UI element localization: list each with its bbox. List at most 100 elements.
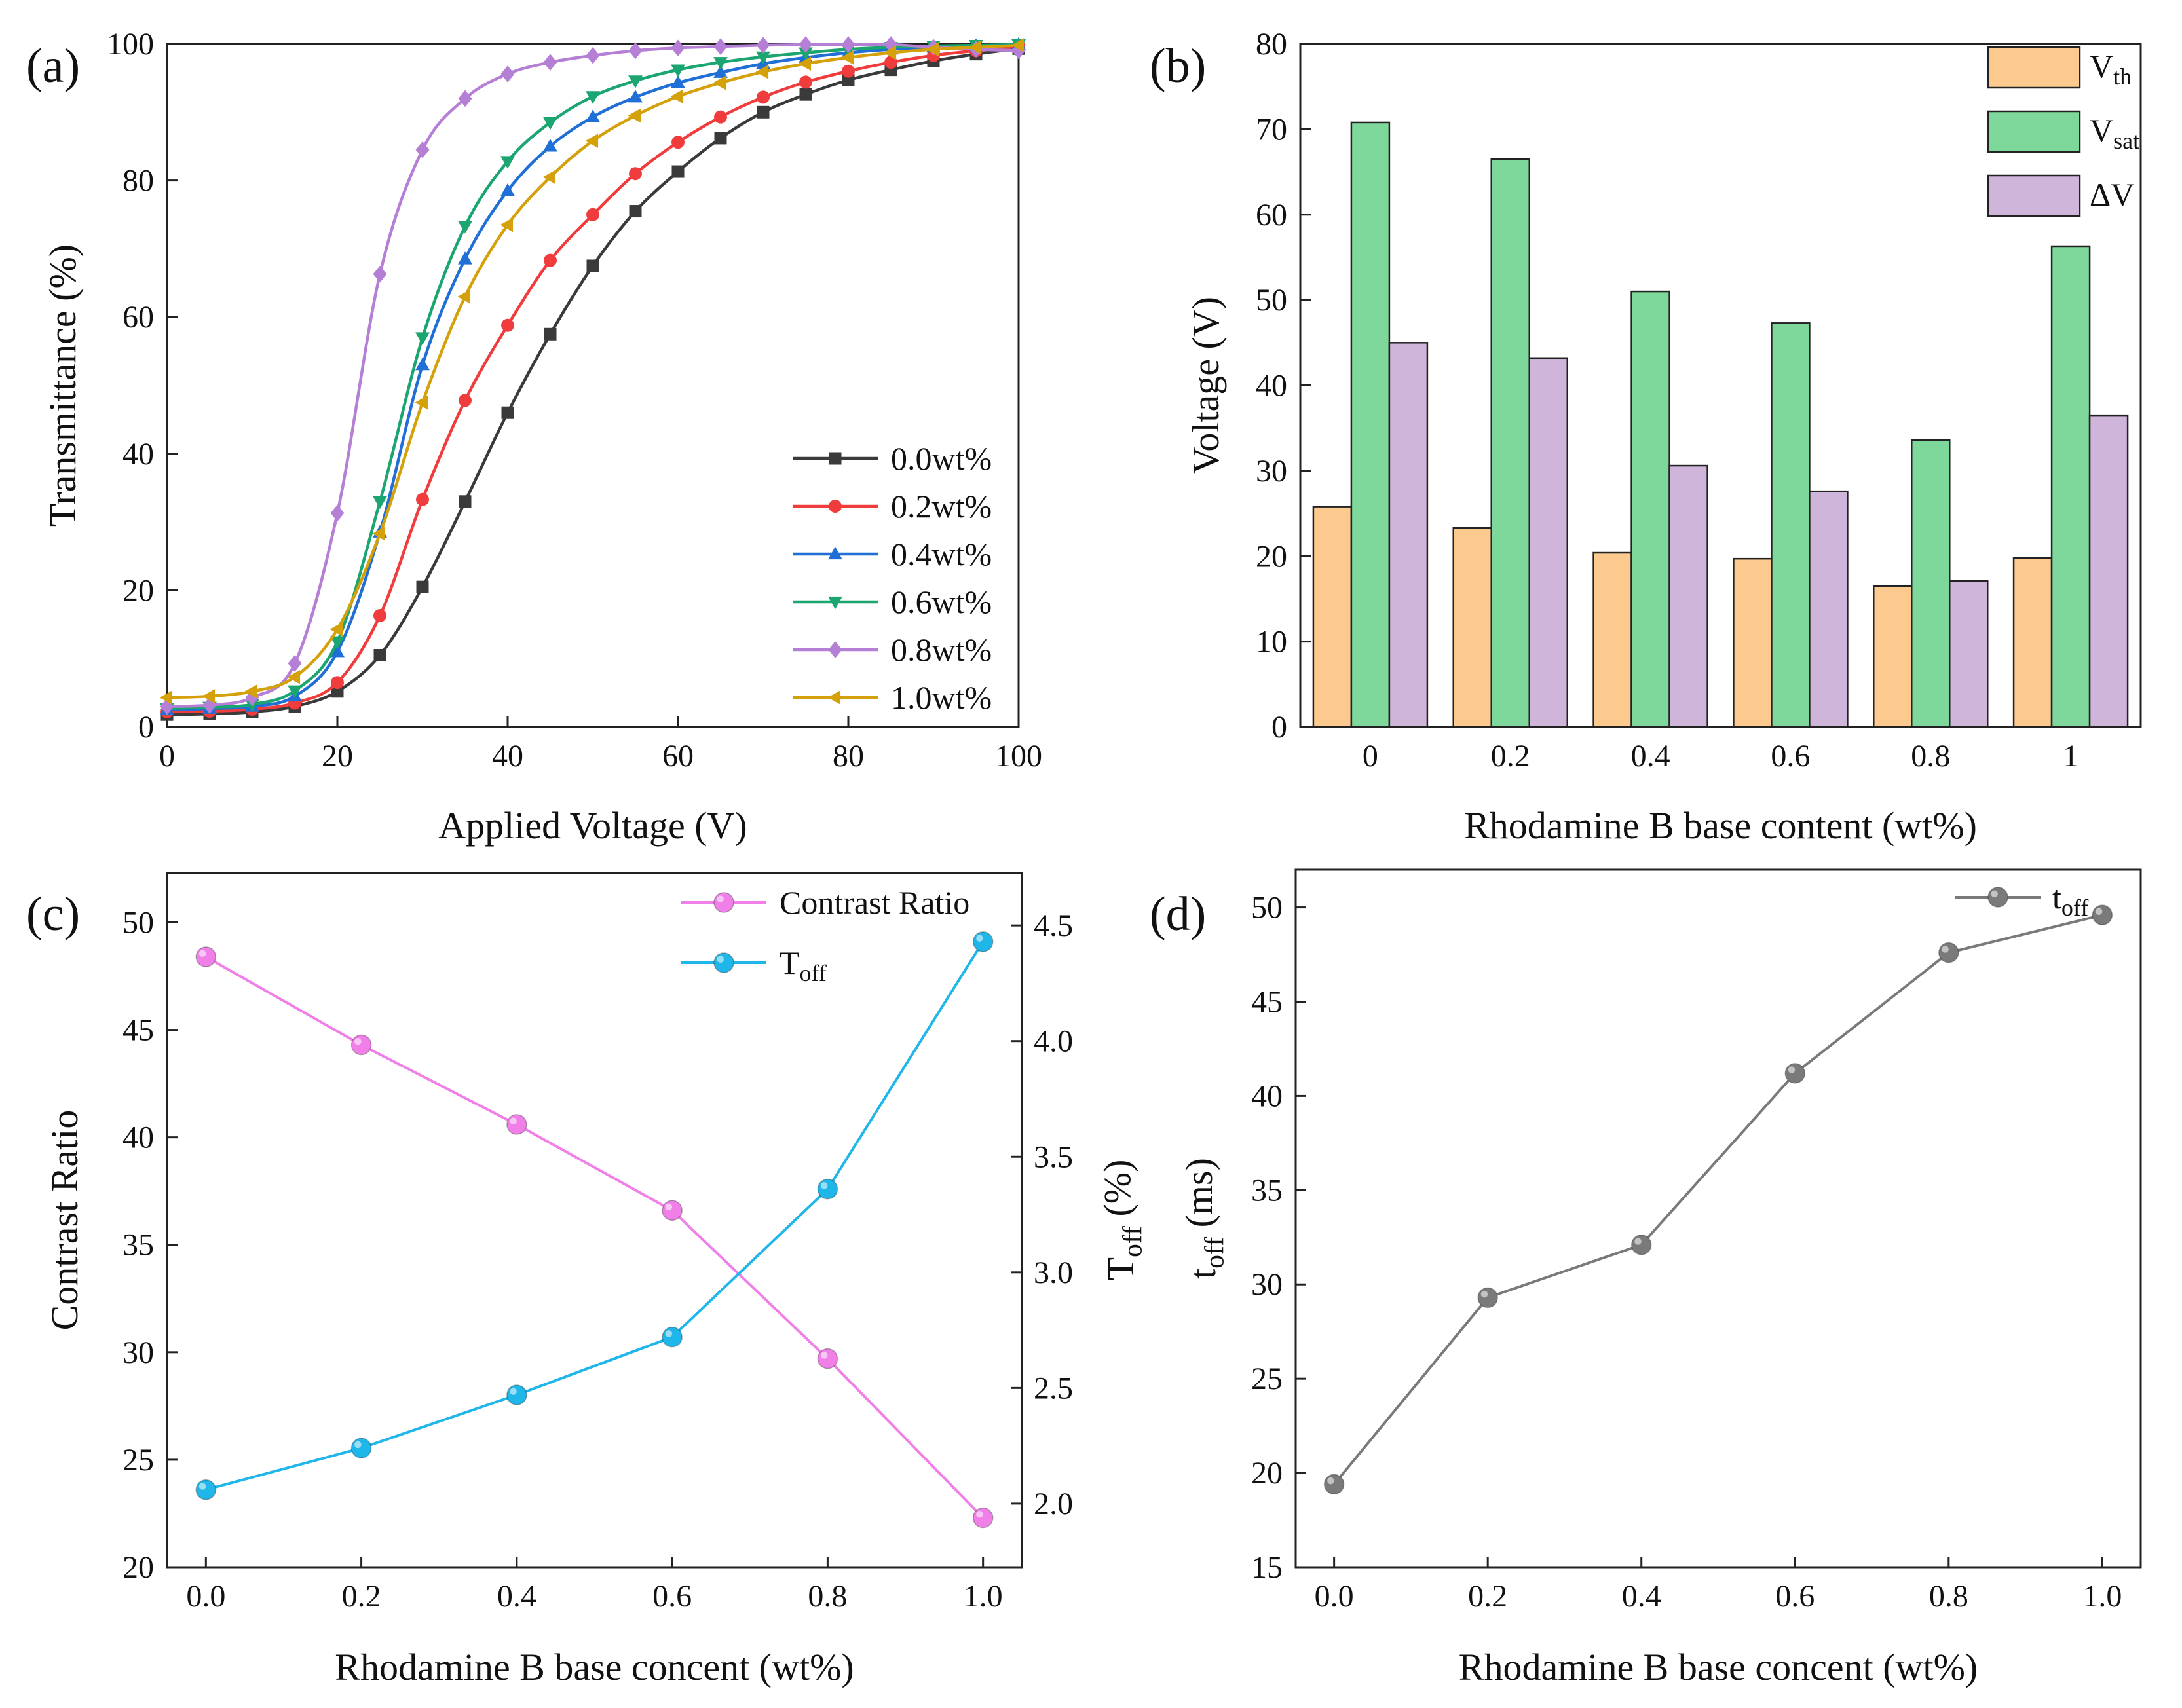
data-point (799, 36, 813, 53)
data-point (926, 42, 939, 57)
data-point (671, 64, 685, 78)
x-tick-label: 1 (2063, 739, 2079, 773)
panel-d-chart: 0.0 0.2 0.4 0.6 0.8 1.0 15 20 25 30 35 40 45 50 Rhodam… (1150, 868, 2142, 1688)
data-point-highlight (1327, 1477, 1334, 1485)
data-point (544, 327, 557, 341)
data-point-highlight (354, 1441, 362, 1449)
y2-tick-label: 3.0 (1034, 1255, 1073, 1290)
y-tick-label: 45 (1251, 984, 1283, 1019)
data-point (202, 689, 216, 703)
plot-frame (166, 872, 1023, 1569)
legend-label: ΔV (2090, 176, 2134, 213)
legend-marker (829, 500, 842, 513)
x-axis-title: Rhodamine B base concent (wt%) (335, 1646, 854, 1688)
y-tick-label: 70 (1256, 112, 1287, 147)
data-point (671, 165, 685, 178)
y2-tick-label: 2.5 (1034, 1371, 1073, 1405)
data-point (458, 221, 472, 234)
data-point (883, 45, 897, 60)
y-tick-label: 80 (1256, 27, 1287, 62)
data-point-highlight (1942, 946, 1949, 953)
data-point (1323, 1474, 1345, 1495)
legend-label: Toff (780, 944, 827, 986)
data-point (416, 580, 429, 593)
legend-marker (829, 452, 842, 465)
data-point (542, 170, 556, 185)
data-point (2092, 904, 2113, 925)
y2-tick-label: 2.0 (1034, 1487, 1073, 1521)
legend-marker (828, 596, 842, 610)
x-tick-label: 0.2 (342, 1579, 381, 1614)
data-point (628, 75, 643, 88)
panel-label: (a) (26, 39, 80, 93)
data-point (628, 42, 643, 60)
data-point (415, 332, 430, 345)
y-tick-label: 20 (1251, 1456, 1283, 1491)
y-tick-label: 10 (1256, 625, 1287, 659)
data-point (842, 64, 855, 78)
data-point (350, 1438, 372, 1458)
y-tick-label: 80 (122, 164, 154, 198)
bar (1911, 439, 1951, 728)
data-point (500, 156, 515, 169)
data-point-highlight (198, 950, 206, 957)
data-point (756, 37, 770, 54)
data-point (755, 64, 769, 79)
legend-marker (828, 641, 842, 658)
x-tick-label: 0.4 (1631, 739, 1670, 773)
y-tick-label: 0 (138, 710, 154, 745)
data-point (350, 1034, 372, 1056)
legend-swatch (1987, 46, 2081, 89)
data-point (972, 1507, 994, 1529)
data-point (506, 1384, 527, 1405)
x-tick-label: 1.0 (964, 1579, 1003, 1614)
y-tick-label: 20 (122, 1550, 154, 1585)
data-point (415, 141, 430, 158)
data-point (288, 655, 302, 672)
data-point-highlight (510, 1388, 517, 1395)
bar (1949, 580, 1989, 728)
data-point (330, 644, 345, 658)
legend-label: 0.6wt% (891, 584, 992, 620)
data-point (415, 395, 428, 410)
y-tick-label: 50 (122, 905, 154, 940)
bar (1452, 527, 1492, 728)
data-point (1630, 1235, 1652, 1255)
data-point (373, 609, 386, 622)
data-point (331, 685, 344, 698)
data-point (586, 259, 599, 272)
data-point (586, 109, 600, 122)
data-point (459, 495, 472, 508)
x-tick-label: 80 (833, 739, 864, 773)
x-axis-title: Rhodamine B base concent (wt%) (1459, 1646, 1978, 1688)
x-tick-label: 0.0 (1315, 1579, 1354, 1614)
y2-tick-label: 4.0 (1034, 1024, 1073, 1059)
data-point (799, 75, 812, 89)
data-point-highlight (1788, 1066, 1796, 1073)
y-tick-label: 25 (1251, 1362, 1283, 1396)
bar (1490, 158, 1530, 728)
data-point (629, 167, 642, 181)
data-point (842, 73, 855, 86)
data-point-highlight (976, 1511, 983, 1518)
data-point (714, 110, 727, 124)
data-point-highlight (2095, 908, 2103, 916)
data-point (330, 504, 345, 522)
legend-label: toff (2052, 879, 2088, 921)
y-tick-label: 20 (122, 573, 154, 608)
x-tick-label: 0.8 (1911, 739, 1950, 773)
data-point (586, 208, 599, 221)
data-point (373, 265, 387, 283)
bar (1733, 557, 1773, 728)
data-point-highlight (820, 1352, 828, 1359)
y-tick-label: 40 (122, 437, 154, 472)
data-point (500, 65, 515, 83)
plot-frame (1294, 868, 2142, 1569)
data-point (841, 36, 856, 53)
data-point (288, 685, 302, 699)
panel-label: (d) (1150, 887, 1206, 941)
series-line-1 (205, 940, 985, 1491)
legend-label: 0.4wt% (891, 536, 992, 572)
data-point (543, 139, 557, 152)
